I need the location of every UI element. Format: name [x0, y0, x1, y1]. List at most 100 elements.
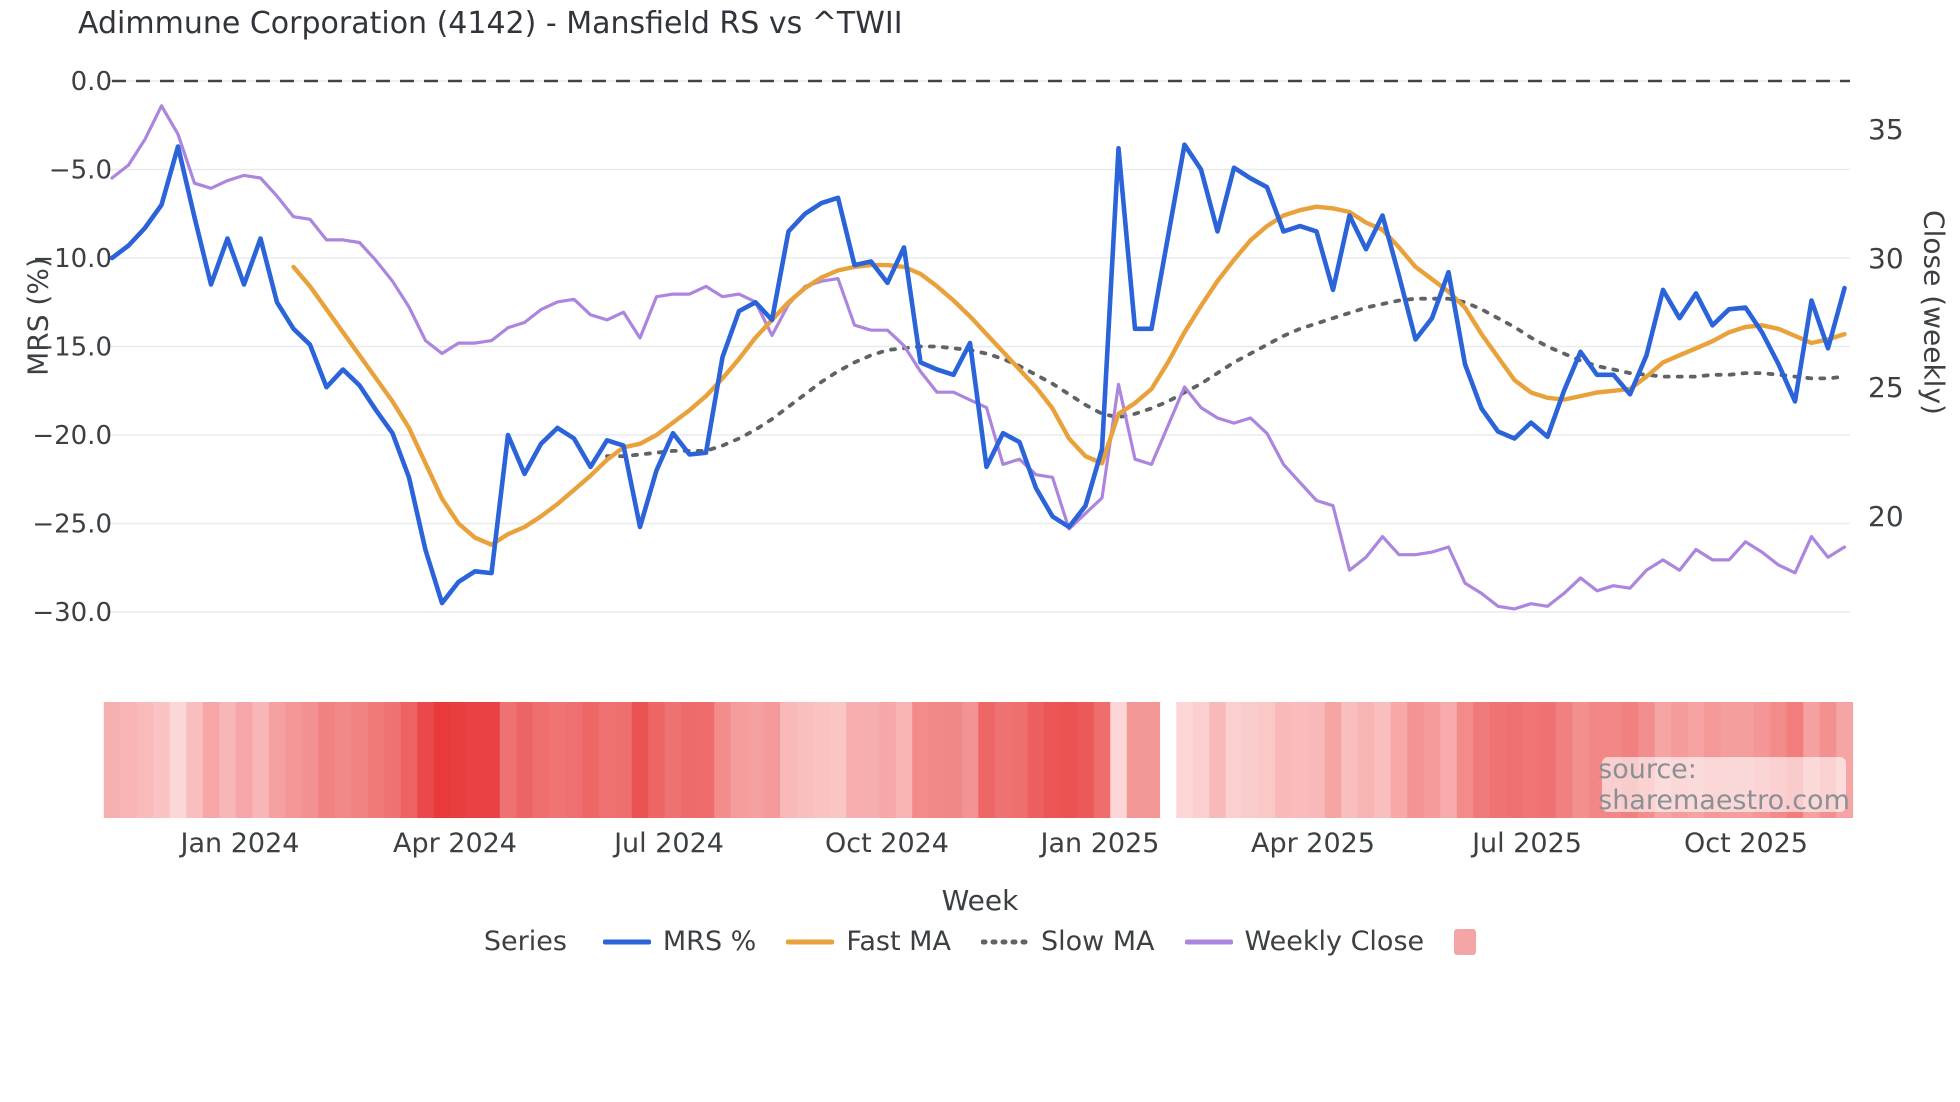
heatmap-cell: [301, 702, 319, 818]
heatmap-cell: [978, 702, 996, 818]
chart-legend: Series MRS % Fast MA Slow MA Weekly Close: [0, 926, 1960, 957]
heatmap-cell: [483, 702, 501, 818]
legend-item-label: Fast MA: [846, 926, 951, 957]
heatmap-cell: [846, 702, 864, 818]
heatmap-cell: [367, 702, 385, 818]
y-left-tick-label: −20.0: [32, 421, 112, 451]
heatmap-cell: [1060, 702, 1078, 818]
heatmap-cell: [829, 702, 847, 818]
heatmap-cell: [1308, 702, 1326, 818]
heatmap-cell: [417, 702, 435, 818]
heatmap-cell: [730, 702, 748, 818]
heatmap-cell: [1291, 702, 1309, 818]
legend-item-label: Slow MA: [1040, 926, 1155, 957]
x-tick-label: Oct 2024: [825, 828, 949, 859]
heatmap-cell: [169, 702, 187, 818]
heatmap-cell: [1011, 702, 1029, 818]
heatmap-cell: [1176, 702, 1194, 818]
heatmap-cell: [1423, 702, 1441, 818]
heatmap-cell: [252, 702, 270, 818]
heatmap-cell: [1522, 702, 1540, 818]
page-title: Adimmune Corporation (4142) - Mansfield …: [78, 6, 903, 41]
heatmap-cell: [598, 702, 616, 818]
heatmap-cell: [384, 702, 402, 818]
heatmap-cell: [1341, 702, 1359, 818]
x-tick-label: Apr 2025: [1251, 828, 1375, 859]
heatmap-cell: [1126, 702, 1144, 818]
heatmap-cell: [186, 702, 204, 818]
heatmap-cell: [796, 702, 814, 818]
heatmap-cell: [136, 702, 154, 818]
heatmap-cell: [895, 702, 913, 818]
heatmap-cell: [1192, 702, 1210, 818]
legend-item-fast-ma[interactable]: Fast MA: [786, 926, 951, 957]
y-left-tick-label: −5.0: [49, 156, 112, 186]
legend-swatch-line: [1184, 939, 1233, 944]
legend-swatch-line: [980, 939, 1029, 944]
heatmap-cell: [813, 702, 831, 818]
legend-item-slow-ma[interactable]: Slow MA: [980, 926, 1155, 957]
heatmap-cell: [1324, 702, 1342, 818]
legend-item-heatmap[interactable]: [1454, 928, 1477, 955]
heatmap-cell: [153, 702, 171, 818]
heatmap-cell: [466, 702, 484, 818]
y-left-tick-label: −10.0: [32, 244, 112, 274]
legend-item-weekly-close[interactable]: Weekly Close: [1184, 926, 1425, 957]
heatmap-cell: [862, 702, 880, 818]
heatmap-cell: [285, 702, 303, 818]
heatmap-cell: [1572, 702, 1590, 818]
heatmap-cell: [1489, 702, 1507, 818]
heatmap-cell: [1077, 702, 1095, 818]
series-line-fast: [291, 204, 1847, 547]
heatmap-cell: [582, 702, 600, 818]
y-left-tick-label: 0.0: [71, 67, 112, 97]
heatmap-cell: [664, 702, 682, 818]
heatmap-cell: [1473, 702, 1491, 818]
heatmap-cell: [1110, 702, 1128, 818]
heatmap-cell: [499, 702, 517, 818]
y-right-tick-label: 30: [1868, 242, 1904, 275]
heatmap-cell: [318, 702, 336, 818]
legend-item-mrs-[interactable]: MRS %: [602, 926, 756, 957]
heatmap-cell: [516, 702, 534, 818]
heatmap-cell: [268, 702, 286, 818]
legend-item-label: Weekly Close: [1244, 926, 1425, 957]
heatmap-cell: [549, 702, 567, 818]
heatmap-cell: [1390, 702, 1408, 818]
heatmap-cell: [1093, 702, 1111, 818]
heatmap-cell: [1407, 702, 1425, 818]
heatmap-cell: [1440, 702, 1458, 818]
legend-swatch-line: [602, 939, 651, 944]
heatmap-cell: [1275, 702, 1293, 818]
heatmap-cell: [714, 702, 732, 818]
heatmap-cell: [351, 702, 369, 818]
heatmap-cell: [400, 702, 418, 818]
heatmap-cell: [747, 702, 765, 818]
heatmap-cell: [1555, 702, 1573, 818]
heatmap-cell: [945, 702, 963, 818]
heatmap-cell: [532, 702, 550, 818]
heatmap-cell: [928, 702, 946, 818]
heatmap-cell: [763, 702, 781, 818]
heatmap-cell: [1242, 702, 1260, 818]
heatmap-cell: [1027, 702, 1045, 818]
x-tick-label: Jan 2025: [1039, 828, 1160, 859]
x-tick-label: Oct 2025: [1684, 828, 1808, 859]
heatmap-cell: [994, 702, 1012, 818]
x-tick-label: Apr 2024: [393, 828, 517, 859]
heatmap-cell: [565, 702, 583, 818]
heatmap-cell: [1044, 702, 1062, 818]
heatmap-cell: [1539, 702, 1557, 818]
heatmap-cell: [450, 702, 468, 818]
x-tick-label: Jul 2024: [612, 828, 724, 859]
heatmap-cell: [1456, 702, 1474, 818]
y-right-tick-label: 25: [1868, 371, 1904, 404]
series-line-mrs: [109, 142, 1847, 606]
heatmap-cell: [912, 702, 930, 818]
heatmap-cell: [780, 702, 798, 818]
heatmap-cell: [433, 702, 451, 818]
source-note: source: sharemaestro.com: [1598, 753, 1850, 816]
heatmap-cell: [103, 702, 121, 818]
heatmap-cell: [202, 702, 220, 818]
heatmap-cell: [1258, 702, 1276, 818]
